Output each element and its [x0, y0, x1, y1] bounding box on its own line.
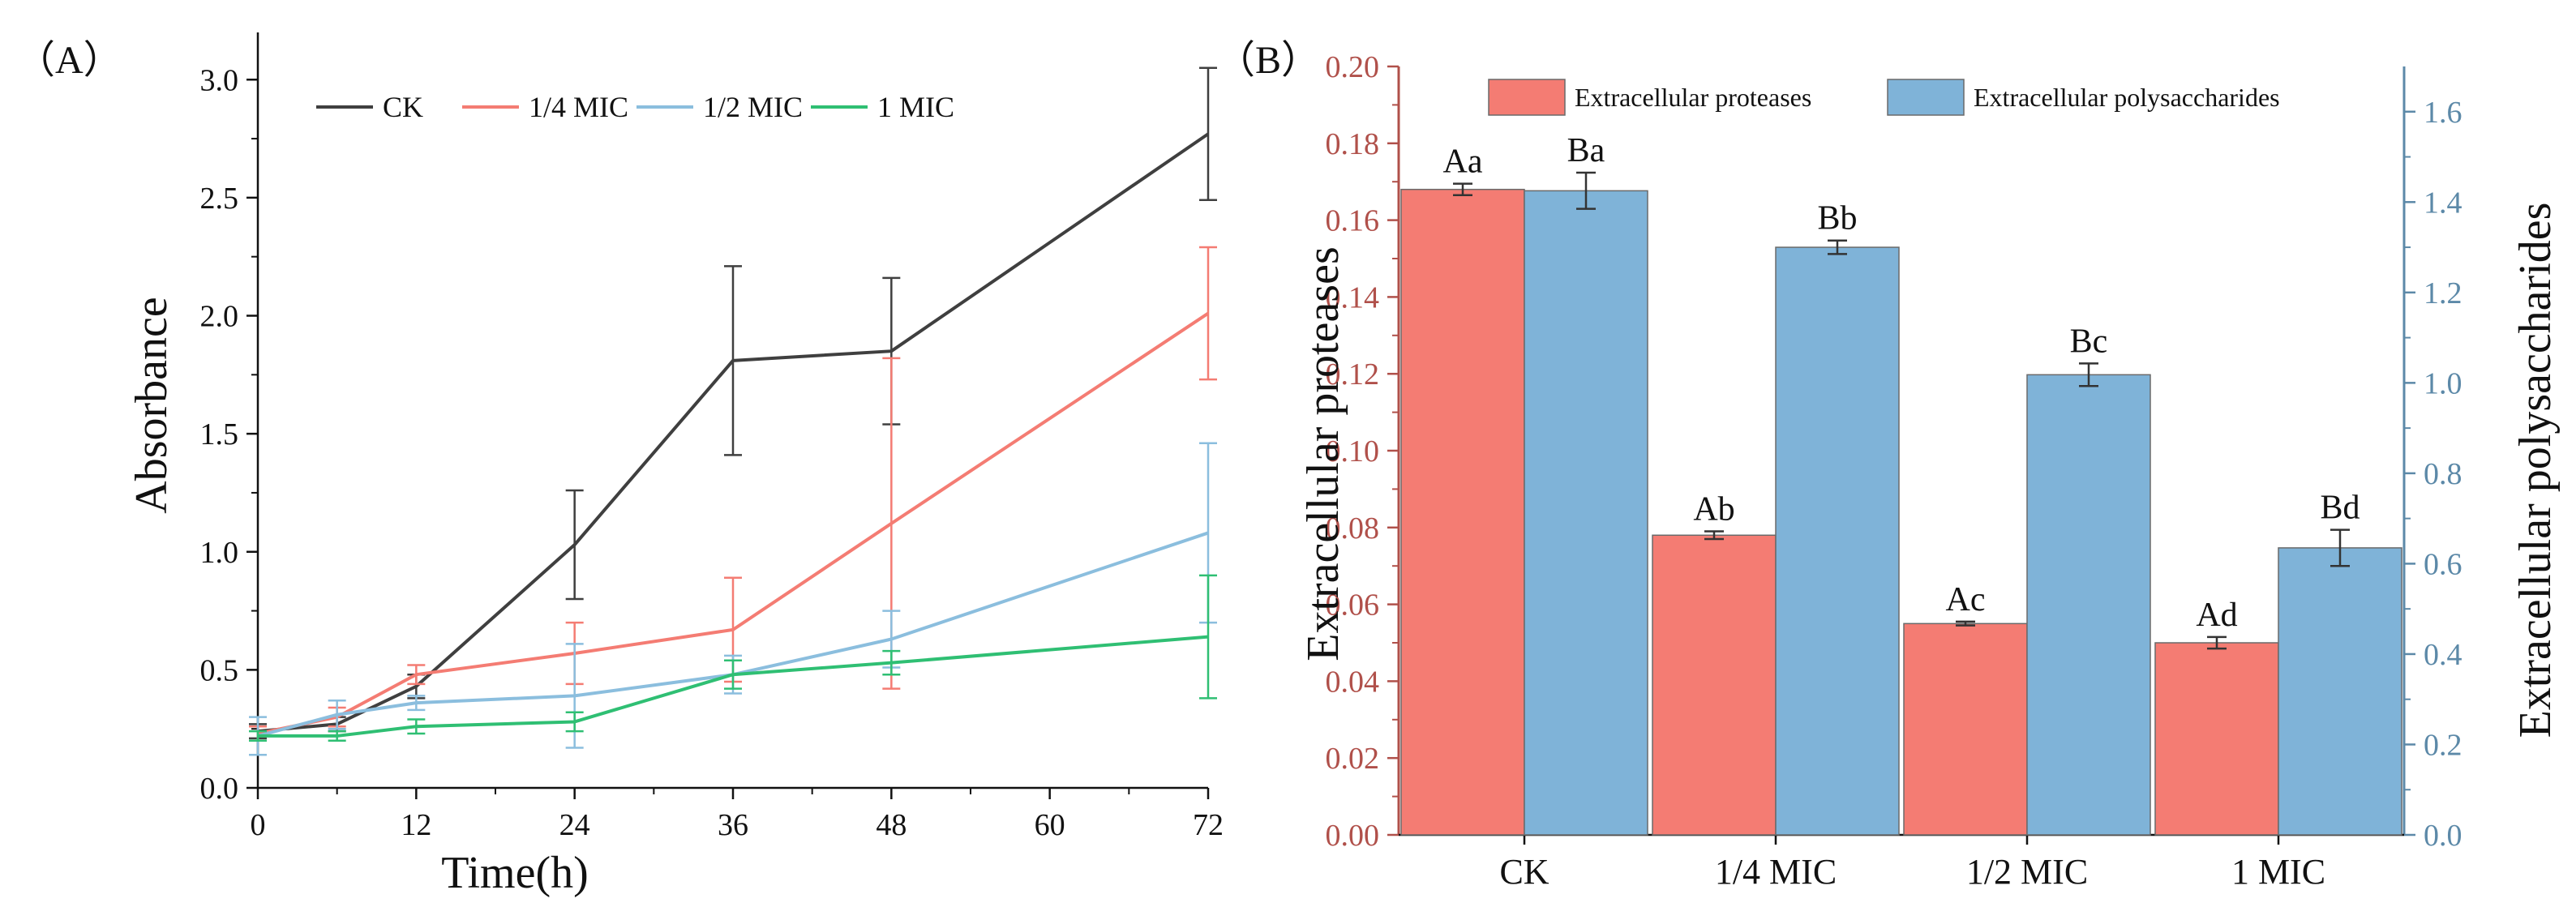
series-line [257, 531, 1209, 738]
right-tick-label: 1.2 [2424, 276, 2462, 310]
legend-label-polysaccharides: Extracellular polysaccharides [1974, 83, 2280, 112]
legend-label-proteases: Extracellular proteases [1575, 83, 1811, 112]
polysaccharide-bar [1524, 190, 1648, 836]
legend-swatch-proteases [1488, 79, 1566, 116]
right-tick-label: 1.4 [2424, 186, 2462, 220]
panel-a-series [249, 66, 1217, 756]
panel-a-label: （A） [16, 39, 122, 82]
polysaccharide-bar [1775, 246, 1900, 836]
x-tick-label: 36 [718, 808, 748, 842]
y-tick-label: 0.0 [200, 772, 239, 806]
series-1-mic [249, 574, 1217, 742]
left-tick-label: 0.20 [1326, 50, 1380, 84]
significance-label: Ac [1946, 581, 1986, 618]
panel-b-bars: Aa Ba Ab Bb Ac Bc Ad Bd [1400, 132, 2402, 836]
right-tick-label: 0.8 [2424, 457, 2462, 491]
y-tick-label: 3.0 [200, 63, 239, 97]
protease-bar [1400, 188, 1525, 836]
left-tick-label: 0.10 [1326, 434, 1380, 469]
left-tick-label: 0.12 [1326, 357, 1380, 392]
panel-a-line-chart: （A） 0 12 24 36 48 60 72 0.0 0.5 1.0 1.5 2.0 2.5 3.0 C… [16, 32, 1224, 898]
x-category-label: CK [1499, 852, 1549, 892]
significance-label: Bc [2070, 323, 2108, 360]
x-category-label: 1/4 MIC [1715, 852, 1837, 892]
y-tick-label: 2.0 [200, 300, 239, 334]
significance-label: Aa [1443, 143, 1483, 181]
right-tick-label: 1.6 [2424, 96, 2462, 130]
significance-label: Bb [1817, 200, 1857, 237]
panel-b-label: （B） [1216, 39, 1320, 82]
series-line [258, 635, 1209, 738]
left-tick-label: 0.06 [1326, 588, 1380, 623]
protease-bar [1903, 623, 2028, 836]
panel-a-y-axis-label: Absorbance [126, 297, 177, 513]
panel-a-axes: 0 12 24 36 48 60 72 0.0 0.5 1.0 1.5 2.0 2.5 3.0 [200, 32, 1224, 842]
panel-a-legend: CK 1/4 MIC 1/2 MIC 1 MIC [316, 91, 954, 123]
panel-b-legend: Extracellular proteases Extracellular pol… [1488, 79, 2280, 116]
x-tick-label: 24 [559, 808, 590, 842]
right-tick-label: 1.0 [2424, 366, 2462, 400]
protease-bar [1652, 534, 1777, 836]
y-tick-label: 2.5 [200, 182, 239, 216]
left-tick-label: 0.02 [1326, 742, 1380, 776]
left-tick-label: 0.18 [1326, 127, 1380, 161]
left-tick-label: 0.04 [1326, 665, 1380, 699]
panel-b-left-axis-label: Extracellular proteases [1298, 246, 1348, 661]
x-tick-label: 48 [876, 808, 907, 842]
panel-b-axes: 0.00 0.02 0.04 0.06 0.08 0.10 0.12 0.14 0.16 0.18… [1326, 50, 2462, 892]
x-category-label: 1 MIC [2231, 852, 2325, 892]
legend-label-1-mic: 1 MIC [877, 91, 954, 123]
x-category-label: 1/2 MIC [1966, 852, 2088, 892]
left-tick-label: 0.14 [1326, 280, 1380, 315]
significance-label: Ad [2196, 597, 2237, 634]
significance-label: Ab [1693, 491, 1734, 528]
y-tick-label: 1.0 [200, 536, 239, 570]
x-tick-label: 72 [1193, 808, 1224, 842]
right-tick-label: 0.0 [2424, 819, 2462, 853]
y-tick-label: 0.5 [200, 653, 239, 687]
right-tick-label: 0.2 [2424, 728, 2462, 762]
x-tick-label: 0 [251, 808, 266, 842]
significance-label: Bd [2320, 490, 2360, 527]
panel-a-x-axis-label: Time(h) [441, 848, 589, 898]
legend-swatch-polysaccharides [1887, 79, 1965, 116]
legend-label-1-2-mic: 1/2 MIC [703, 91, 803, 123]
panel-b-bar-chart: （B） 0.00 0.02 0.04 0.06 0.08 0.10 0.12 0.14 0.16… [1216, 39, 2561, 892]
y-tick-label: 1.5 [200, 417, 239, 451]
right-tick-label: 0.4 [2424, 638, 2462, 672]
left-tick-label: 0.16 [1326, 204, 1380, 238]
significance-label: Ba [1567, 132, 1605, 169]
right-tick-label: 0.6 [2424, 547, 2462, 581]
x-tick-label: 12 [401, 808, 431, 842]
polysaccharide-bar [2026, 374, 2151, 836]
legend-label-1-4-mic: 1/4 MIC [529, 91, 628, 123]
left-tick-label: 0.00 [1326, 819, 1380, 853]
protease-bar [2154, 642, 2279, 836]
left-tick-label: 0.08 [1326, 511, 1380, 546]
x-tick-label: 60 [1035, 808, 1065, 842]
panel-b-right-axis-label: Extracellular polysaccharides [2510, 203, 2561, 738]
polysaccharide-bar [2278, 547, 2402, 836]
legend-label-ck: CK [383, 91, 423, 123]
